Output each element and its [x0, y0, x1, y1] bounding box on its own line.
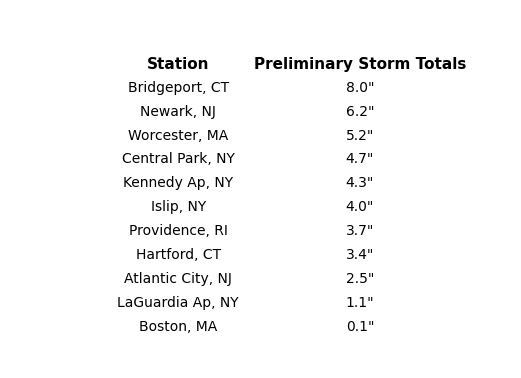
- Text: 4.7": 4.7": [346, 152, 374, 166]
- Text: Boston, MA: Boston, MA: [139, 319, 217, 333]
- Text: Atlantic City, NJ: Atlantic City, NJ: [124, 272, 232, 286]
- Text: Newark, NJ: Newark, NJ: [140, 105, 216, 119]
- Text: 8.0": 8.0": [345, 81, 374, 95]
- Text: 4.0": 4.0": [346, 200, 374, 214]
- Text: Hartford, CT: Hartford, CT: [135, 248, 221, 262]
- Text: Bridgeport, CT: Bridgeport, CT: [128, 81, 229, 95]
- Text: Preliminary Storm Totals: Preliminary Storm Totals: [254, 57, 466, 72]
- Text: Worcester, MA: Worcester, MA: [128, 129, 228, 143]
- Text: Station: Station: [147, 57, 209, 72]
- Text: LaGuardia Ap, NY: LaGuardia Ap, NY: [117, 296, 239, 310]
- Text: Central Park, NY: Central Park, NY: [122, 152, 234, 166]
- Text: 5.2": 5.2": [346, 129, 374, 143]
- Text: 2.5": 2.5": [346, 272, 374, 286]
- Text: Providence, RI: Providence, RI: [129, 224, 228, 238]
- Text: 4.3": 4.3": [346, 177, 374, 191]
- Text: 3.7": 3.7": [346, 224, 374, 238]
- Text: Islip, NY: Islip, NY: [151, 200, 206, 214]
- Text: 0.1": 0.1": [345, 319, 374, 333]
- Text: 6.2": 6.2": [345, 105, 374, 119]
- Text: Kennedy Ap, NY: Kennedy Ap, NY: [123, 177, 233, 191]
- Text: 3.4": 3.4": [346, 248, 374, 262]
- Text: 1.1": 1.1": [345, 296, 374, 310]
